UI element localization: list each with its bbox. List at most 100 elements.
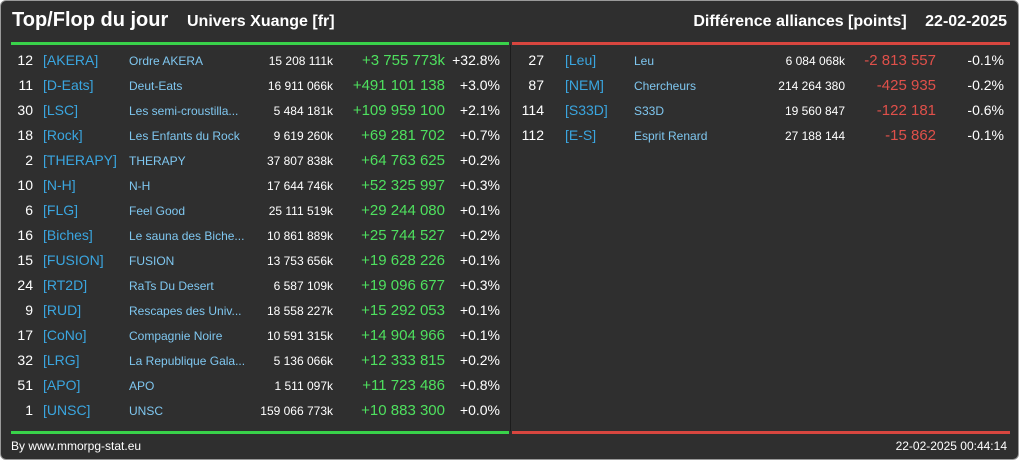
diff-cell: +19 096 677 [361, 277, 445, 294]
alliance-tag-link[interactable]: [THERAPY] [43, 152, 117, 168]
alliance-tag-link[interactable]: [N-H] [43, 177, 76, 193]
rank-cell: 27 [528, 52, 544, 68]
diff-cell: +52 325 997 [361, 177, 445, 194]
alliance-tag-link[interactable]: [FUSION] [43, 252, 104, 268]
alliance-tag-link[interactable]: [Rock] [43, 127, 83, 143]
percent-cell: +0.0% [459, 402, 500, 418]
top-row: 1 [UNSC] UNSC 159 066 773k +10 883 300 +0.0% [11, 398, 509, 423]
timestamp: 22-02-2025 00:44:14 [895, 439, 1007, 453]
diff-cell: +3 755 773k [362, 52, 445, 69]
points-cell: 6 587 109k [273, 279, 333, 293]
alliance-name-link[interactable]: Le sauna des Biche... [129, 229, 245, 243]
top-accent-bar [11, 42, 509, 45]
points-cell: 214 264 380 [778, 79, 845, 93]
diff-cell: +64 763 625 [361, 152, 445, 169]
alliance-name-link[interactable]: Ordre AKERA [129, 54, 204, 68]
diff-cell: +69 281 702 [361, 127, 445, 144]
flop-row: 27 [Leu] Leu 6 084 068k -2 813 557 -0.1% [512, 48, 1010, 73]
diff-cell: +109 959 100 [352, 102, 445, 119]
alliance-tag-link[interactable]: [RUD] [43, 302, 82, 318]
diff-cell: +19 628 226 [361, 252, 445, 269]
alliance-tag-link[interactable]: [RT2D] [43, 277, 88, 293]
alliance-name-link[interactable]: Rescapes des Univ... [129, 304, 242, 318]
alliance-name-link[interactable]: Les Enfants du Rock [129, 129, 240, 143]
percent-cell: +0.3% [459, 277, 500, 293]
alliance-name-link[interactable]: Les semi-croustilla... [129, 104, 239, 118]
alliance-tag-link[interactable]: [AKERA] [43, 52, 99, 68]
points-cell: 10 861 889k [266, 229, 333, 243]
alliance-name-link[interactable]: FUSION [129, 254, 175, 268]
alliance-name-link[interactable]: S33D [634, 104, 665, 118]
top-row: 18 [Rock] Les Enfants du Rock 9 619 260k +69… [11, 123, 509, 148]
percent-cell: -0.2% [967, 77, 1004, 93]
points-cell: 159 066 773k [260, 404, 333, 418]
alliance-tag-link[interactable]: [D-Eats] [43, 77, 94, 93]
top-list: 12 [AKERA] Ordre AKERA 15 208 111k +3 755 77… [11, 48, 509, 423]
percent-cell: +0.3% [459, 177, 500, 193]
universe-label: Univers Xuange [fr] [187, 13, 335, 30]
alliance-tag-link[interactable]: [CoNo] [43, 327, 87, 343]
diff-cell: +12 333 815 [361, 352, 445, 369]
top-row: 51 [APO] APO 1 511 097k +11 723 486 +0.8% [11, 373, 509, 398]
diff-cell: +11 723 486 [362, 377, 445, 394]
rank-cell: 2 [25, 152, 33, 168]
percent-cell: +3.0% [459, 77, 500, 93]
points-cell: 25 111 519k [268, 204, 333, 218]
top-row: 2 [THERAPY] THERAPY 37 807 838k +64 763 625 +… [11, 148, 509, 173]
top-row: 9 [RUD] Rescapes des Univ... 18 558 227k +15… [11, 298, 509, 323]
alliance-name-link[interactable]: Compagnie Noire [129, 329, 223, 343]
points-cell: 5 136 066k [273, 354, 333, 368]
points-cell: 10 591 315k [266, 329, 333, 343]
alliance-tag-link[interactable]: [E-S] [565, 127, 597, 143]
percent-cell: +2.1% [459, 102, 500, 118]
percent-cell: -0.6% [967, 102, 1004, 118]
top-row: 16 [Biches] Le sauna des Biche... 10 861 88… [11, 223, 509, 248]
rank-cell: 51 [17, 377, 33, 393]
rank-cell: 9 [25, 302, 33, 318]
alliance-tag-link[interactable]: [UNSC] [43, 402, 91, 418]
alliance-tag-link[interactable]: [APO] [43, 377, 81, 393]
alliance-name-link[interactable]: RaTs Du Desert [129, 279, 214, 293]
alliance-tag-link[interactable]: [Biches] [43, 227, 93, 243]
rank-cell: 11 [18, 77, 33, 93]
alliance-name-link[interactable]: UNSC [129, 404, 164, 418]
alliance-name-link[interactable]: Chercheurs [634, 79, 697, 93]
rank-cell: 16 [17, 227, 33, 243]
flop-row: 87 [NEM] Chercheurs 214 264 380 -425 935 -0.2… [512, 73, 1010, 98]
alliance-tag-link[interactable]: [LRG] [43, 352, 80, 368]
alliance-tag-link[interactable]: [S33D] [565, 102, 608, 118]
flop-accent-bar-bottom [512, 431, 1010, 434]
percent-cell: +0.2% [459, 352, 500, 368]
diff-cell: +14 904 966 [361, 327, 445, 344]
top-row: 17 [CoNo] Compagnie Noire 10 591 315k +14 90… [11, 323, 509, 348]
rank-cell: 30 [17, 102, 33, 118]
alliance-name-link[interactable]: Esprit Renard [634, 129, 708, 143]
diff-cell: +491 101 138 [352, 77, 445, 94]
diff-cell: -122 181 [876, 102, 936, 119]
percent-cell: +0.7% [459, 127, 500, 143]
alliance-tag-link[interactable]: [LSC] [43, 102, 79, 118]
rank-cell: 1 [25, 402, 33, 418]
points-cell: 16 911 066k [267, 79, 333, 93]
credit-link[interactable]: By www.mmorpg-stat.eu [11, 439, 142, 453]
diff-cell: -15 862 [885, 127, 936, 144]
alliance-name-link[interactable]: Deut-Eats [129, 79, 183, 93]
rank-cell: 17 [17, 327, 33, 343]
alliance-tag-link[interactable]: [NEM] [565, 77, 604, 93]
header: Top/Flop du jour Univers Xuange [fr] Dif… [1, 1, 1018, 41]
percent-cell: +0.1% [459, 252, 500, 268]
alliance-name-link[interactable]: La Republique Gala... [129, 354, 246, 368]
rank-cell: 87 [528, 77, 544, 93]
alliance-name-link[interactable]: THERAPY [129, 154, 186, 168]
alliance-name-link[interactable]: Leu [634, 54, 655, 68]
points-cell: 1 511 097k [274, 379, 334, 393]
header-right: Différence alliances [points] 22-02-2025 [693, 13, 1007, 31]
rank-cell: 6 [25, 202, 33, 218]
alliance-name-link[interactable]: APO [129, 379, 155, 393]
percent-cell: +0.1% [459, 327, 500, 343]
alliance-name-link[interactable]: N-H [129, 179, 151, 193]
alliance-tag-link[interactable]: [Leu] [565, 52, 597, 68]
top-row: 12 [AKERA] Ordre AKERA 15 208 111k +3 755 77… [11, 48, 509, 73]
alliance-tag-link[interactable]: [FLG] [43, 202, 79, 218]
alliance-name-link[interactable]: Feel Good [129, 204, 186, 218]
